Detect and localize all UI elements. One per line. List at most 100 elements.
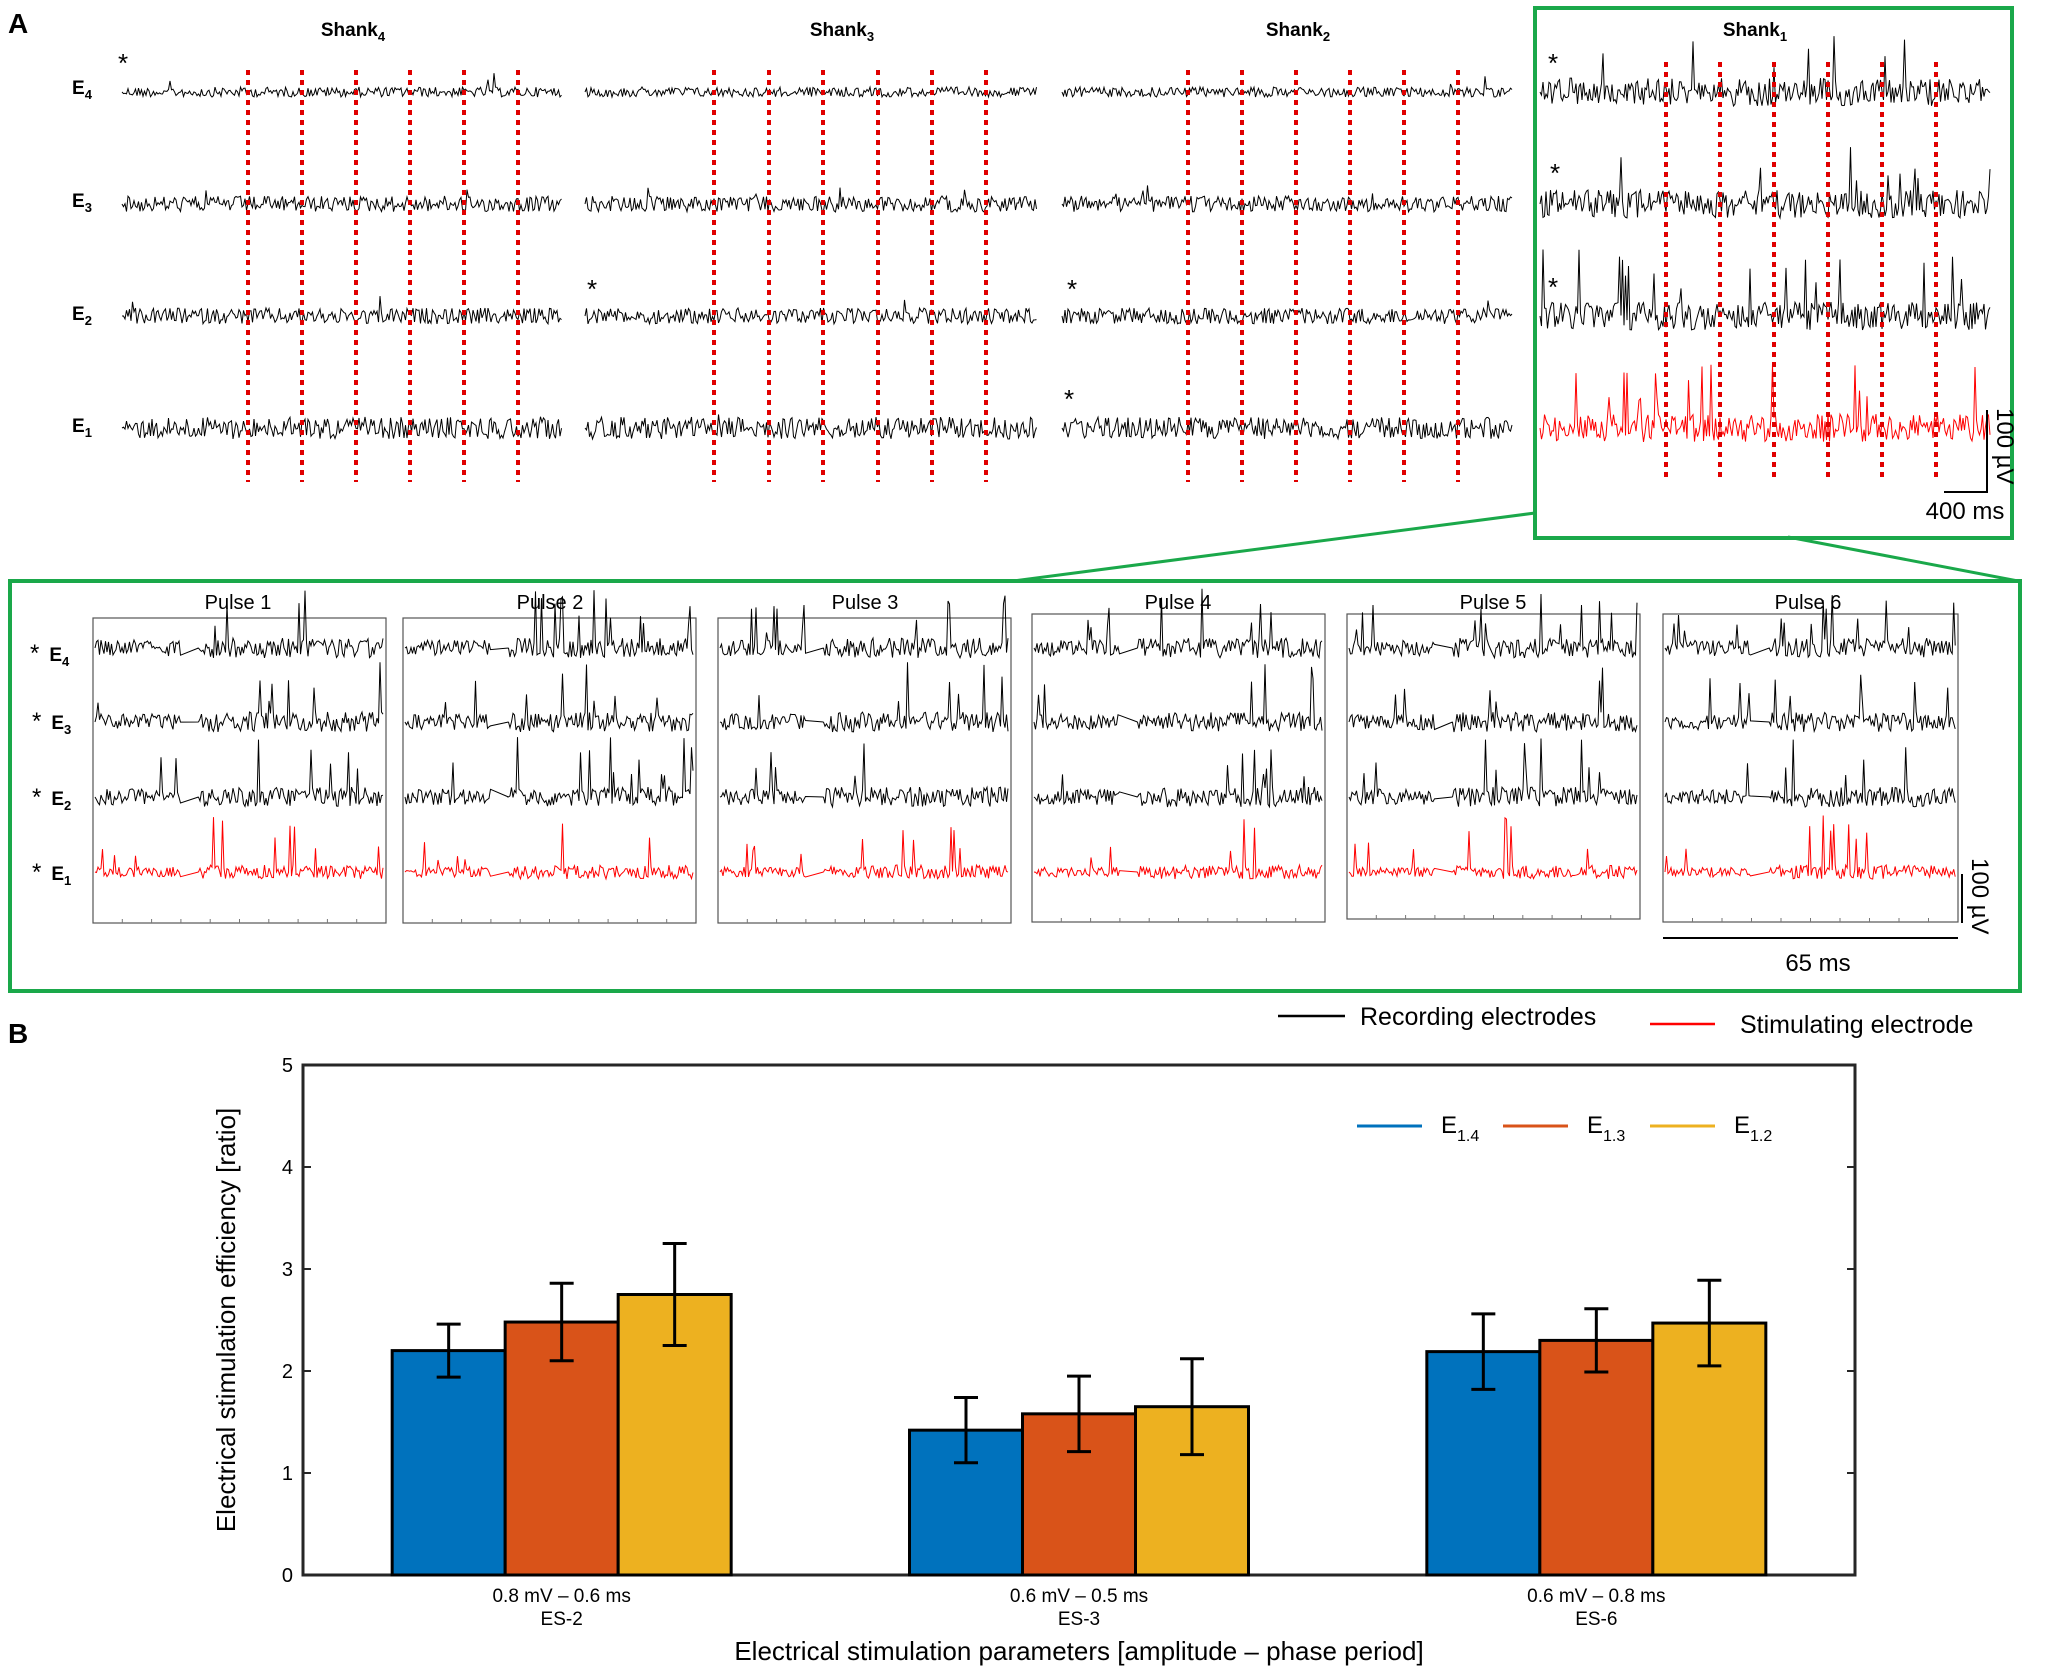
pulse-6-trace-e2 (1664, 739, 1956, 808)
x-tick-label-param: 0.6 mV – 0.8 ms (1527, 1586, 1665, 1607)
overview-traces (121, 36, 1991, 443)
pulse-1-trace-e3 (94, 662, 384, 733)
overview-scale-amplitude: 100 µV (1991, 408, 2018, 485)
overview-scale-time: 400 ms (1926, 498, 2005, 525)
pulse-scale-amplitude: 100 µV (1966, 858, 1993, 935)
pulse-3-trace-e4 (719, 595, 1009, 660)
trace-shank3-e3 (584, 187, 1037, 214)
pulse-row-label-e4: * E4 (30, 640, 70, 669)
y-axis-label: Electrical stimulation efficiency [ratio… (211, 1108, 241, 1532)
pulse-row-label-e2: * E2 (32, 784, 71, 813)
row-label-e1: E1 (72, 416, 92, 440)
pulse-3-trace-e1 (719, 827, 1009, 880)
asterisk-shank1-e4: * (1548, 48, 1558, 78)
row-label-e3: E3 (72, 191, 92, 215)
asterisk-shank1-e3: * (1550, 158, 1560, 188)
pulse-5-trace-e3 (1348, 667, 1638, 734)
pulse-5-trace-e1 (1348, 816, 1638, 880)
pulse-6-trace-e4 (1664, 595, 1956, 659)
shank-2-title: Shank2 (1266, 20, 1330, 44)
asterisk-shank2-e2: * (1067, 274, 1077, 304)
trace-shank2-e4 (1061, 76, 1513, 99)
trace-shank3-e1 (584, 414, 1037, 441)
pulse-5-trace-e4 (1348, 593, 1638, 660)
y-tick-label: 3 (282, 1259, 293, 1281)
asterisk-shank1-e2: * (1548, 272, 1558, 302)
pulse-1-trace-e2 (94, 739, 384, 808)
pulse-4-frame (1031, 613, 1326, 923)
y-tick-label: 4 (282, 1157, 293, 1179)
bar-1-4-es-2 (390, 1349, 507, 1577)
pulse-4-trace-e1 (1033, 819, 1323, 880)
asterisk-shank2-e1: * (1064, 384, 1074, 414)
trace-shank1-e3 (1539, 147, 1991, 220)
x-axis-label: Electrical stimulation parameters [ampli… (734, 1636, 1423, 1666)
trace-shank1-e2 (1539, 249, 1991, 331)
trace-shank3-e4 (584, 85, 1037, 99)
pulse-6-frame (1662, 613, 1959, 923)
asterisk-shank3-e2: * (587, 274, 597, 304)
y-tick-label: 2 (282, 1361, 293, 1383)
bar-1-4-es-6 (1425, 1350, 1542, 1577)
stimulation-markers (246, 62, 1938, 482)
pulse-2-frame (402, 617, 697, 924)
trace-shank3-e2 (584, 299, 1037, 326)
pulse-3-title: Pulse 3 (832, 592, 899, 614)
trace-shank1-e4 (1539, 36, 1991, 108)
pulse-1-trace-e4 (94, 590, 384, 659)
x-tick-label-param: 0.8 mV – 0.6 ms (492, 1586, 630, 1607)
bar-1-3-es-6 (1538, 1338, 1655, 1577)
x-tick-label-name: ES-3 (1058, 1609, 1100, 1630)
pulse-2-title: Pulse 2 (517, 592, 584, 614)
pulse-6-title: Pulse 6 (1775, 592, 1842, 614)
pulse-4-trace-e4 (1033, 588, 1323, 660)
trace-shank4-e1 (121, 415, 562, 441)
shank-4-title: Shank4 (321, 20, 386, 44)
pulse-6-trace-e1 (1664, 815, 1956, 880)
panel-a-label: A (8, 8, 28, 39)
pulse-row-label-e1: * E1 (32, 859, 71, 888)
legend-stimulating-label: Stimulating electrode (1740, 1011, 1973, 1039)
pulse-3-trace-e2 (719, 743, 1009, 809)
pulse-detail-box (8, 579, 2022, 993)
y-tick-label: 0 (282, 1565, 293, 1587)
bar-1-3-es-2 (503, 1320, 620, 1577)
row-label-e2: E2 (72, 304, 92, 328)
panel-b-label: B (8, 1018, 28, 1049)
pulse-4-trace-e2 (1033, 749, 1323, 809)
pulse-2-trace-e2 (404, 737, 694, 807)
trace-shank4-e3 (121, 189, 562, 214)
y-tick-label: 5 (282, 1055, 293, 1077)
trace-shank4-e2 (122, 296, 562, 326)
shank-3-title: Shank3 (810, 20, 874, 44)
pulse-5-trace-e2 (1348, 738, 1638, 807)
trace-shank2-e2 (1061, 300, 1513, 326)
trace-shank1-e1 (1539, 364, 1991, 443)
row-label-e4: E4 (72, 78, 93, 102)
pulse-2-trace-e3 (404, 664, 694, 733)
legend-recording-label: Recording electrodes (1360, 1003, 1596, 1031)
overview-scale-bar (1944, 410, 1988, 493)
pulse-1-title: Pulse 1 (205, 592, 272, 614)
x-tick-label-name: ES-6 (1575, 1609, 1617, 1630)
x-tick-label-param: 0.6 mV – 0.5 ms (1010, 1586, 1148, 1607)
pulse-3-trace-e3 (719, 662, 1009, 733)
legend-label-1-3: E1.3 (1587, 1112, 1625, 1145)
trace-shank2-e3 (1061, 185, 1513, 214)
x-tick-label-name: ES-2 (541, 1609, 583, 1630)
legend-label-1-2: E1.2 (1734, 1112, 1772, 1145)
pulse-panels (92, 588, 1959, 924)
pulse-1-trace-e1 (94, 817, 384, 880)
pulse-2-trace-e4 (404, 590, 694, 659)
pulse-1-frame (92, 617, 387, 924)
zoom-connector-right (1787, 535, 2019, 583)
pulse-5-title: Pulse 5 (1460, 592, 1527, 614)
trace-shank2-e1 (1061, 415, 1513, 441)
pulse-6-trace-e3 (1664, 674, 1956, 734)
y-tick-label: 1 (282, 1463, 293, 1485)
pulse-scale-time: 65 ms (1785, 950, 1850, 977)
pulse-4-trace-e3 (1033, 664, 1323, 733)
trace-shank4-e4 (121, 73, 562, 99)
